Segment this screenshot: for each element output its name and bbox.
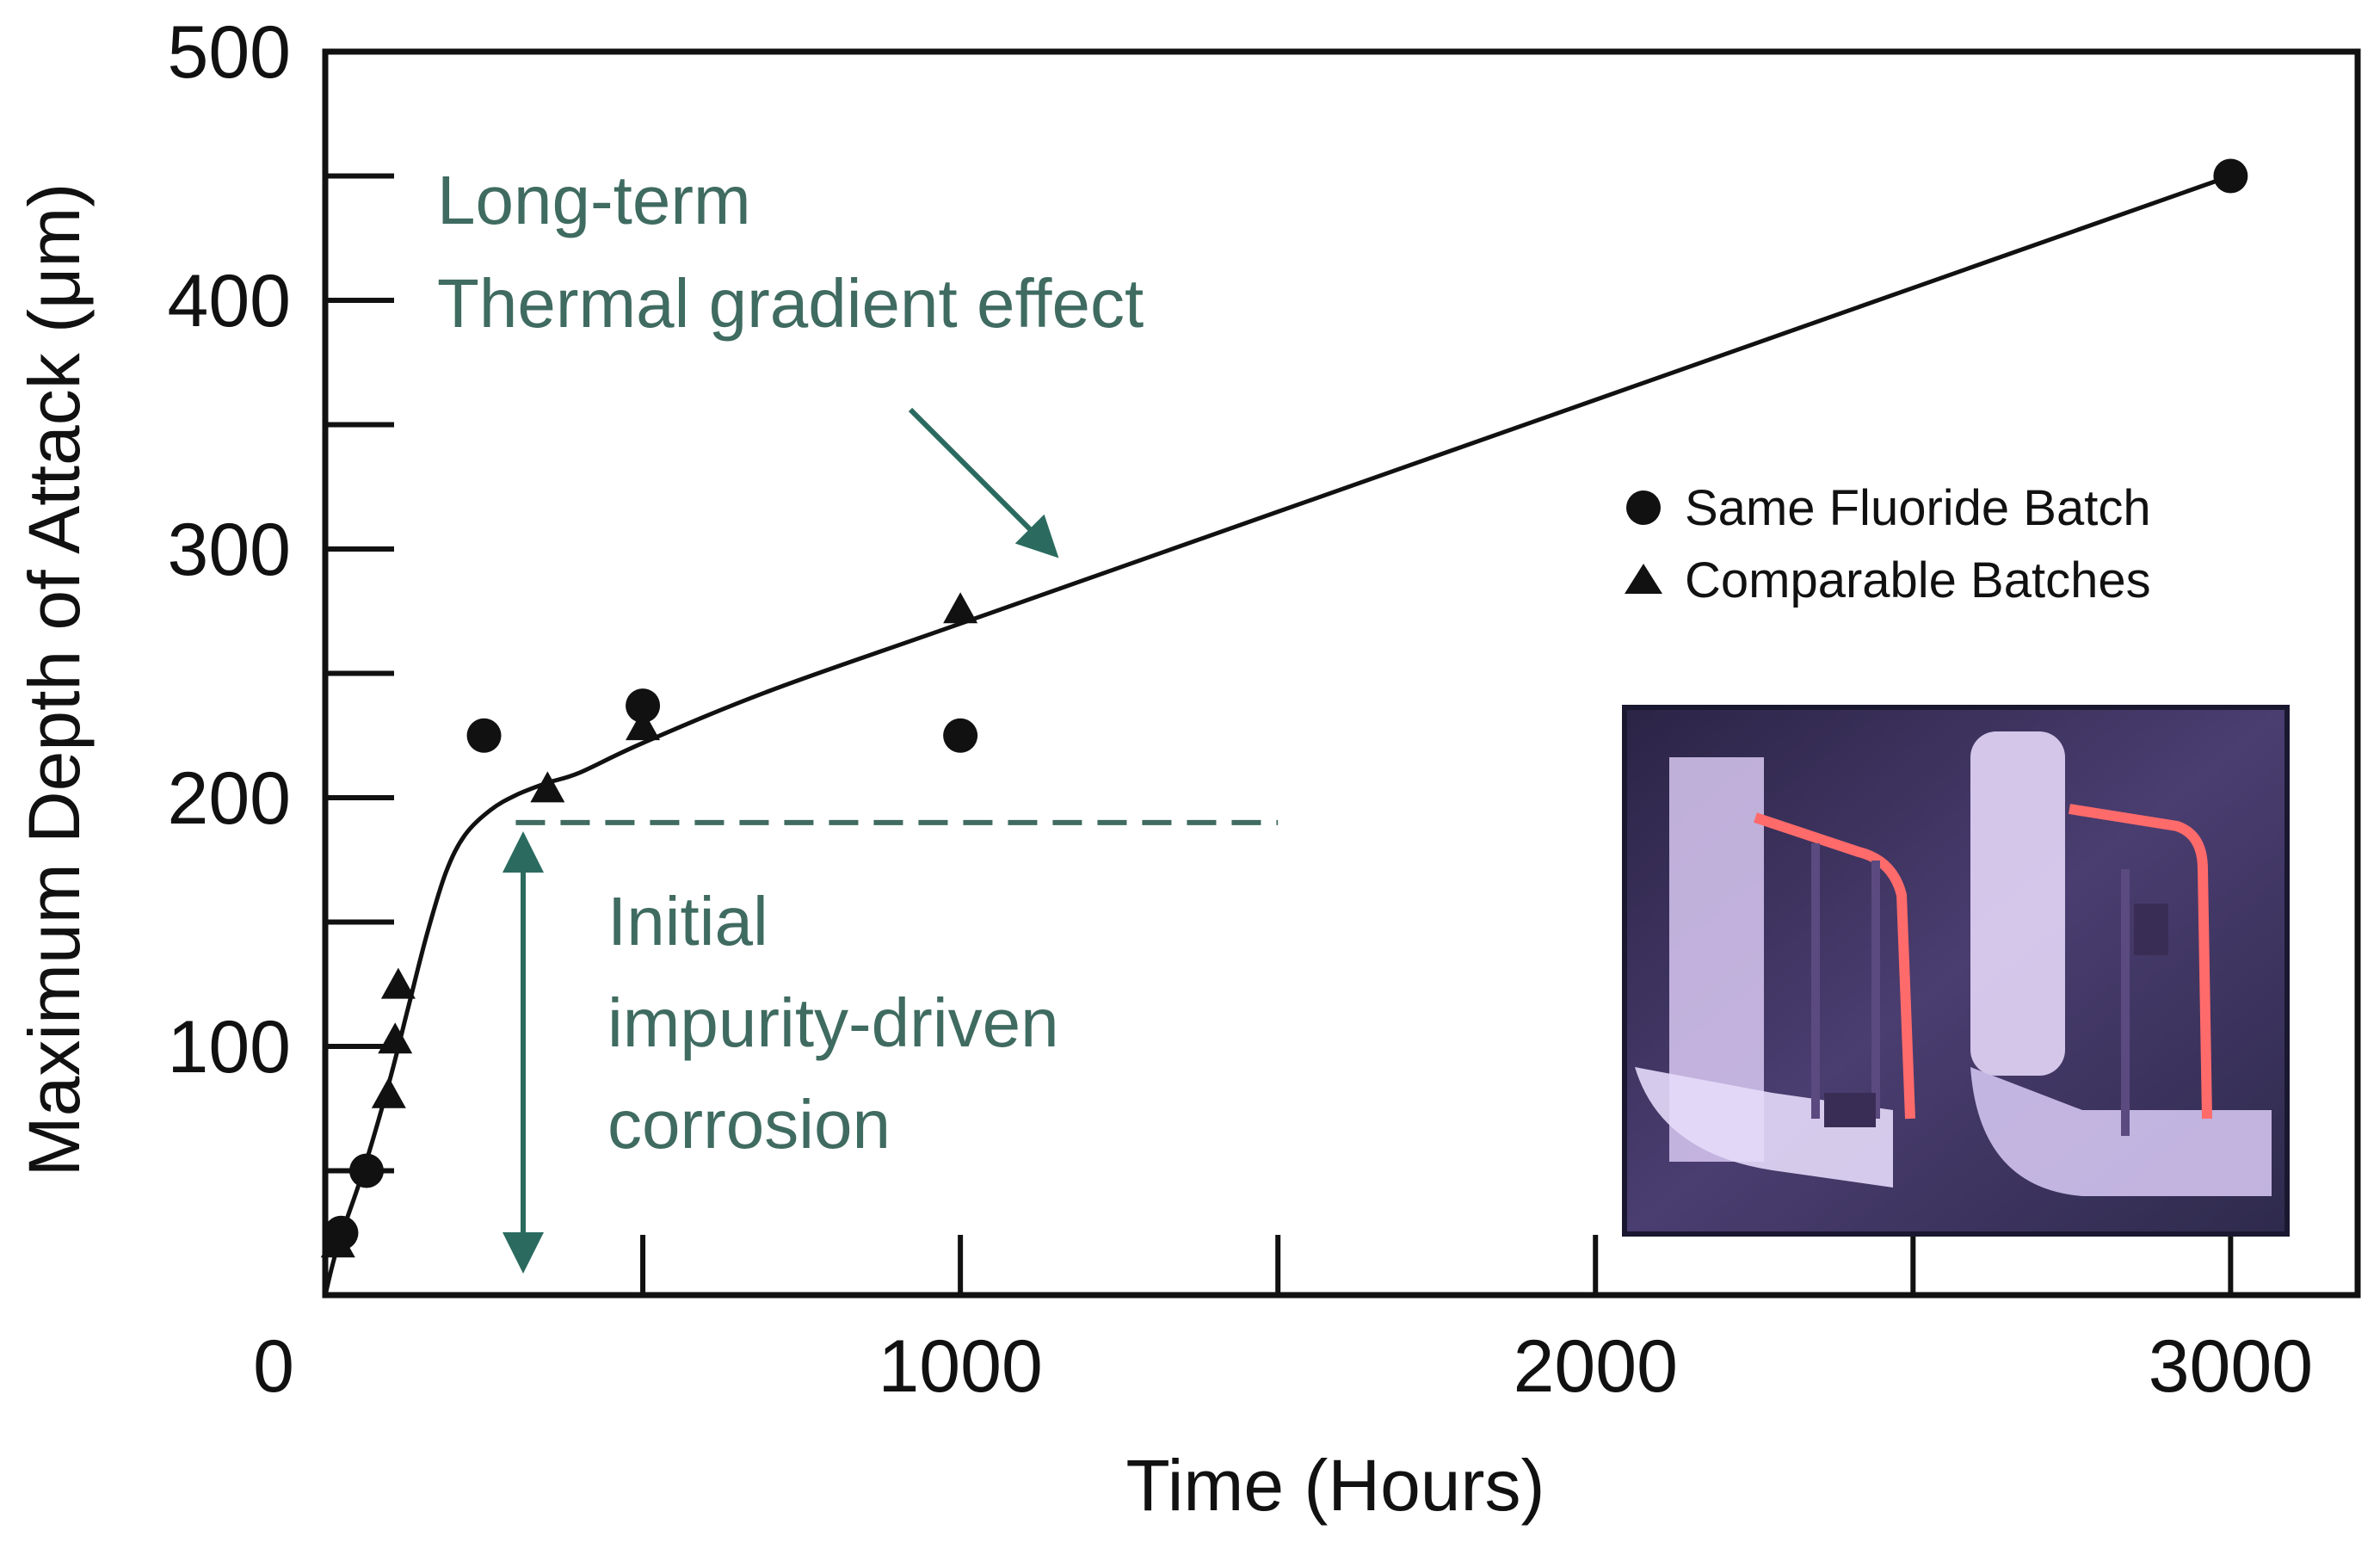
axis-ticks: 1000 2000 3000 100 200 300 400 500 0 — [168, 11, 2314, 1408]
annotation-long-term-line-1: Long-term — [437, 162, 751, 238]
annotation-initial-line-1: Initial — [607, 883, 768, 959]
data-point-triangle — [626, 709, 661, 741]
y-tick-label: 100 — [168, 1006, 292, 1089]
annotation-initial-line-2: impurity-driven — [607, 984, 1059, 1061]
data-point-triangle — [378, 1022, 413, 1054]
annotation-long-term: Long-term Thermal gradient effect — [437, 162, 1144, 558]
y-tick-label: 300 — [168, 509, 292, 591]
annotation-long-term-line-2: Thermal gradient effect — [437, 265, 1144, 342]
legend-label-comparable-batches: Comparable Batches — [1685, 552, 2151, 608]
data-point-circle — [2213, 158, 2248, 194]
data-markers — [320, 158, 2248, 1258]
x-tick-label: 2000 — [1514, 1325, 1678, 1408]
data-point-circle — [943, 718, 978, 753]
annotation-initial-line-3: corrosion — [607, 1086, 891, 1163]
legend-marker-triangle — [1625, 564, 1662, 594]
data-point-circle — [466, 718, 502, 753]
long-term-arrow — [908, 407, 1059, 558]
y-tick-label: 200 — [168, 757, 292, 840]
legend-marker-circle — [1626, 491, 1661, 525]
data-point-triangle — [530, 771, 565, 803]
y-tick-label: 400 — [168, 260, 292, 342]
legend: Same Fluoride Batch Comparable Batches — [1625, 480, 2151, 608]
data-point-triangle — [943, 592, 978, 624]
annotation-initial: Initial impurity-driven corrosion — [503, 831, 1059, 1274]
x-axis-title: Time (Hours) — [1126, 1445, 1545, 1526]
y-tick-label: 500 — [168, 11, 292, 94]
inset-photo — [1622, 705, 2290, 1237]
data-point-triangle — [320, 1226, 355, 1258]
y-axis-title: Maximum Depth of Attack (μm) — [14, 183, 95, 1177]
data-point-triangle — [371, 1077, 406, 1108]
x-tick-label: 3000 — [2149, 1325, 2313, 1408]
legend-label-same-fluoride-batch: Same Fluoride Batch — [1685, 480, 2151, 536]
x-tick-label: 1000 — [878, 1325, 1042, 1408]
x-tick-label: 0 — [253, 1325, 294, 1408]
data-point-circle — [348, 1153, 384, 1188]
data-point-circle — [626, 688, 661, 724]
data-point-triangle — [380, 967, 416, 999]
